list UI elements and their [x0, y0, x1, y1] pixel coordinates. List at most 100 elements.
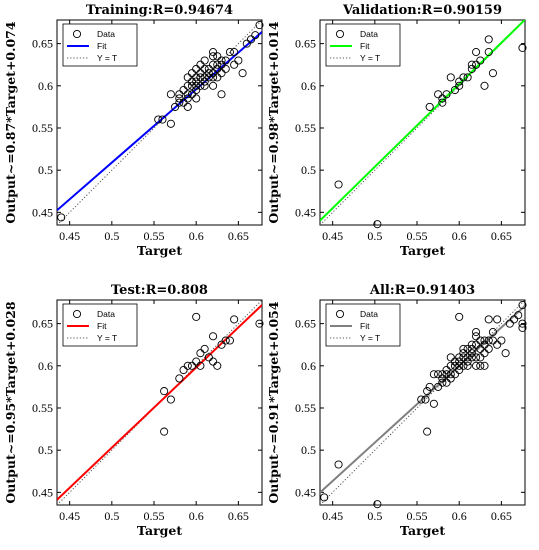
- data-point: [196, 69, 205, 78]
- y-tick-label: 0.6: [38, 79, 53, 93]
- data-point: [446, 353, 455, 362]
- data-point: [472, 328, 481, 337]
- y-tick-label: 0.5: [38, 443, 53, 457]
- data-point: [518, 319, 527, 328]
- y-tick-label: 0.55: [32, 121, 53, 135]
- data-point: [192, 85, 201, 95]
- x-tick-label: 0.45: [322, 509, 343, 523]
- data-point: [213, 73, 222, 82]
- data-point: [242, 39, 251, 48]
- data-point: [221, 64, 230, 73]
- y-tick-label: 0.65: [295, 317, 316, 331]
- identity-line: [320, 300, 525, 505]
- data-point: [183, 94, 192, 103]
- legend-marker-data: [72, 29, 82, 39]
- y-tick-label: 0.5: [38, 163, 53, 177]
- data-point: [467, 64, 476, 73]
- data-point: [518, 301, 527, 310]
- data-point: [463, 353, 472, 362]
- data-point: [175, 374, 184, 383]
- y-tick-label: 0.5: [301, 163, 316, 177]
- data-point: [209, 81, 218, 90]
- data-point: [484, 315, 493, 324]
- data-point: [463, 344, 472, 353]
- legend-entry: Y = T: [360, 53, 380, 63]
- data-point: [484, 35, 493, 44]
- data-point: [196, 60, 205, 69]
- x-axis-label: Target: [400, 523, 445, 538]
- data-point: [509, 315, 519, 324]
- y-tick-label: 0.45: [32, 485, 53, 499]
- data-point: [476, 56, 485, 65]
- y-tick-label: 0.45: [32, 205, 53, 219]
- identity-line: [320, 20, 525, 225]
- data-point: [204, 353, 213, 362]
- data-point: [459, 349, 468, 358]
- data-point: [450, 361, 460, 370]
- data-point: [187, 77, 197, 86]
- data-point: [158, 115, 167, 124]
- data-point: [476, 344, 485, 353]
- data-point: [442, 370, 451, 379]
- data-point: [221, 56, 230, 65]
- data-point: [204, 69, 213, 78]
- legend-entry: Data: [360, 29, 378, 39]
- identity-line: [57, 20, 262, 225]
- data-point: [472, 340, 481, 349]
- x-tick-label: 0.65: [491, 509, 512, 523]
- data-point: [209, 69, 218, 78]
- data-point: [472, 48, 481, 57]
- legend-entry: Fit: [360, 321, 370, 331]
- legend-entry: Fit: [97, 41, 107, 51]
- data-point: [442, 90, 451, 99]
- data-point: [463, 73, 472, 82]
- y-tick-label: 0.6: [301, 359, 316, 373]
- data-point: [166, 395, 175, 404]
- data-point: [438, 370, 447, 379]
- x-axis-label: Target: [400, 243, 445, 258]
- data-point: [476, 353, 485, 362]
- data-point: [417, 395, 426, 404]
- y-tick-label: 0.5: [301, 443, 316, 457]
- data-point: [192, 312, 201, 321]
- data-point: [488, 336, 497, 345]
- x-tick-label: 0.5: [367, 509, 382, 523]
- data-point: [166, 90, 175, 99]
- legend-entry: Fit: [360, 41, 370, 51]
- data-point: [467, 340, 476, 349]
- data-point: [480, 81, 489, 90]
- x-tick-label: 0.65: [228, 229, 249, 243]
- data-point: [463, 357, 472, 366]
- data-point: [255, 319, 264, 328]
- data-point: [459, 353, 468, 362]
- data-point: [472, 361, 481, 370]
- data-point: [160, 427, 169, 436]
- data-point: [334, 460, 343, 469]
- data-point: [251, 31, 260, 40]
- data-point: [455, 353, 464, 362]
- data-point: [225, 48, 234, 57]
- data-point: [480, 340, 489, 349]
- legend: Data Fit Y = T: [325, 23, 401, 67]
- data-point: [246, 35, 256, 44]
- x-tick-label: 0.6: [189, 229, 204, 243]
- data-point: [518, 323, 527, 332]
- data-point: [192, 77, 201, 86]
- data-point: [373, 500, 382, 509]
- data-point: [450, 85, 460, 95]
- data-point: [421, 395, 430, 404]
- data-point: [196, 349, 205, 358]
- data-point: [200, 77, 209, 86]
- data-point: [480, 336, 489, 345]
- x-axis-label: Target: [137, 523, 182, 538]
- data-point: [429, 370, 438, 379]
- x-tick-label: 0.55: [407, 229, 428, 243]
- chart-title: Validation:R=0.90159: [342, 3, 502, 18]
- data-point: [187, 90, 197, 99]
- data-point: [183, 361, 192, 370]
- data-point: [459, 344, 468, 353]
- fit-line: [320, 20, 525, 222]
- data-point: [488, 328, 497, 337]
- data-point: [493, 315, 502, 324]
- data-point: [187, 81, 197, 90]
